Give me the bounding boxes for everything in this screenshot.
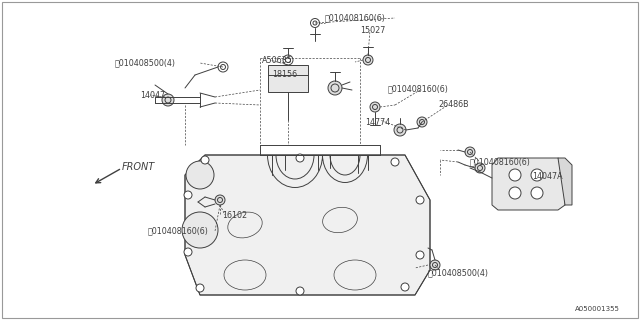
Polygon shape [492,158,565,210]
Text: Ⓑ010408160(6): Ⓑ010408160(6) [148,226,209,235]
Circle shape [186,161,214,189]
Text: A050001355: A050001355 [575,306,620,312]
Circle shape [465,147,475,157]
Circle shape [328,81,342,95]
Circle shape [162,94,174,106]
Text: A50635: A50635 [262,56,292,65]
Circle shape [215,195,225,205]
Circle shape [531,187,543,199]
Circle shape [531,169,543,181]
Circle shape [296,287,304,295]
Text: 14047A: 14047A [532,172,563,181]
Circle shape [401,283,409,291]
Text: Ⓑ010408500(4): Ⓑ010408500(4) [428,268,489,277]
Circle shape [201,156,209,164]
Text: 16102: 16102 [222,211,247,220]
Text: 14774: 14774 [365,118,390,127]
Circle shape [184,248,192,256]
Circle shape [416,196,424,204]
Circle shape [296,154,304,162]
Circle shape [391,158,399,166]
Circle shape [509,169,521,181]
Circle shape [509,187,521,199]
Text: Ⓑ010408500(4): Ⓑ010408500(4) [115,58,176,67]
Text: FRONT: FRONT [122,162,156,172]
Polygon shape [558,158,572,205]
Polygon shape [185,155,430,295]
Circle shape [394,124,406,136]
Circle shape [196,284,204,292]
Circle shape [370,102,380,112]
Circle shape [184,191,192,199]
Text: 26486B: 26486B [438,100,468,109]
Circle shape [417,117,427,127]
Circle shape [475,163,485,173]
Text: Ⓑ010408160(6): Ⓑ010408160(6) [325,13,386,22]
Text: Ⓑ010408160(6): Ⓑ010408160(6) [470,157,531,166]
Circle shape [430,260,440,270]
Text: 15027: 15027 [360,26,385,35]
Text: Ⓑ010408160(6): Ⓑ010408160(6) [388,84,449,93]
Text: 14047: 14047 [140,91,165,100]
Polygon shape [268,65,308,92]
Text: 18156: 18156 [272,70,297,79]
Circle shape [363,55,373,65]
Circle shape [182,212,218,248]
Circle shape [416,251,424,259]
